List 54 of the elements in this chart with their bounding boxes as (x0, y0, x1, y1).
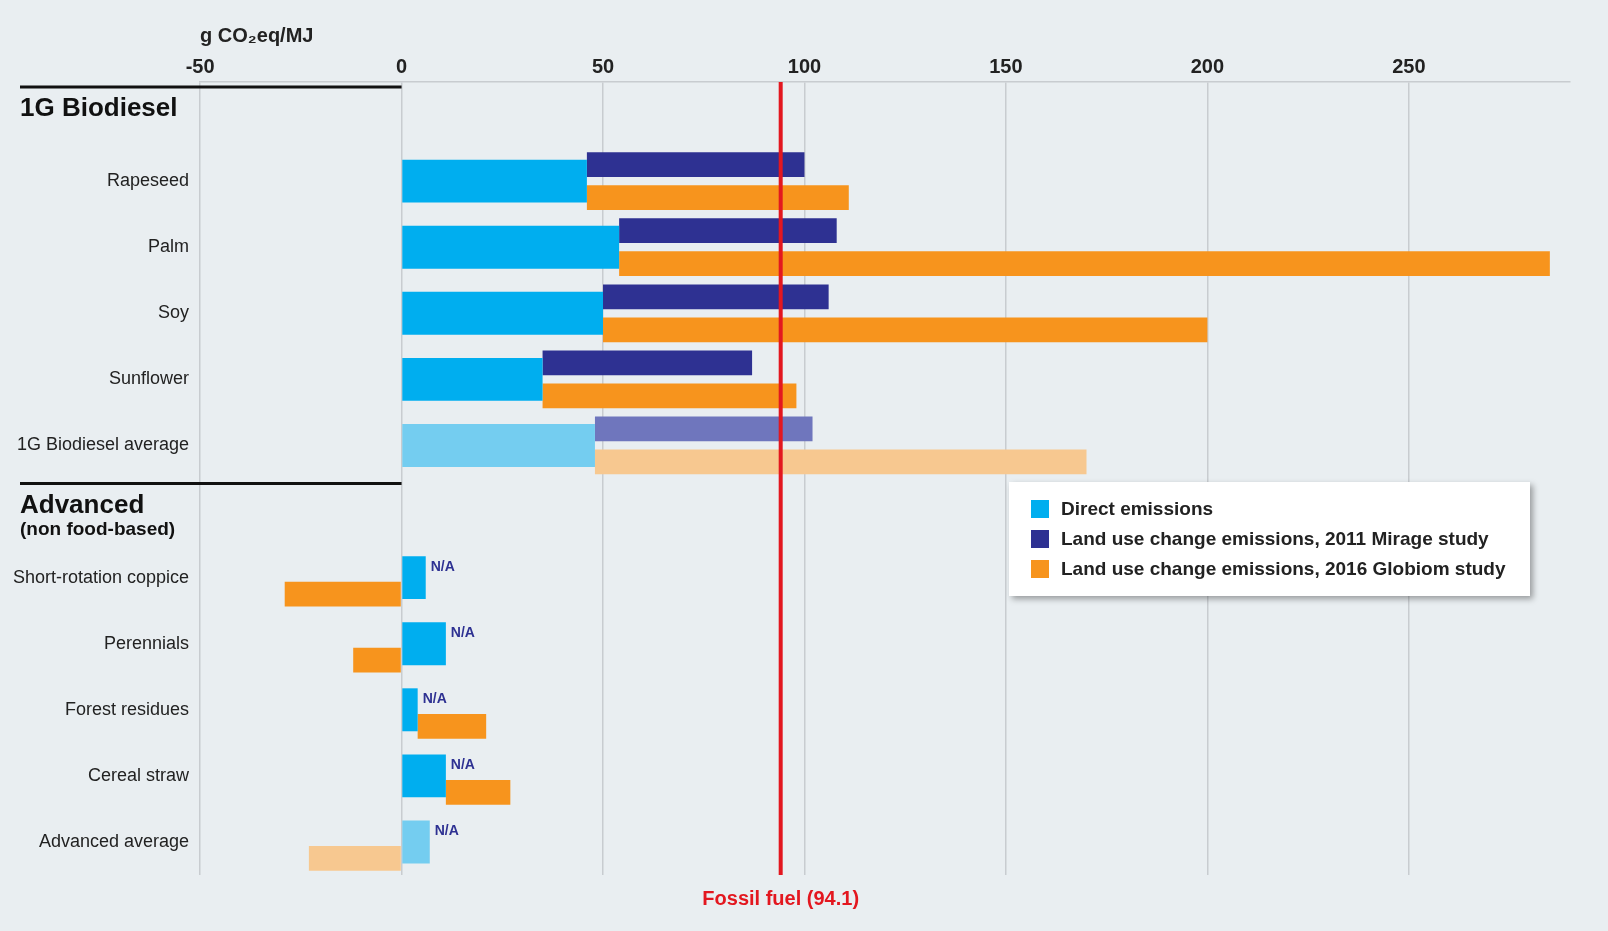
bar (417, 713, 487, 739)
bar (594, 416, 813, 442)
bar (402, 688, 418, 732)
y-tick-label: Perennials (104, 632, 190, 653)
y-tick-label: Advanced average (38, 830, 190, 851)
x-axis-title: g CO₂eq/MJ (200, 23, 314, 46)
x-tick-label: 50 (591, 54, 615, 77)
bar (445, 780, 511, 805)
x-tick-label: -50 (185, 54, 215, 77)
bar (542, 350, 753, 376)
text: Advanced (non food-based) (20, 488, 176, 539)
legend-label: Land use change emissions, 2016 Globiom study (1061, 557, 1506, 580)
bar (402, 556, 426, 600)
bar (308, 846, 401, 871)
x-tick-label: 200 (1190, 54, 1225, 77)
text: N/A (430, 557, 455, 574)
bar (402, 291, 604, 335)
y-tick-label: 1G Biodiesel average (16, 434, 190, 455)
text: N/A (422, 689, 447, 706)
bar (353, 647, 401, 673)
legend-label: Direct emissions (1061, 497, 1214, 520)
y-tick-label: Sunflower (109, 368, 190, 389)
bar (402, 754, 446, 798)
y-tick-label: Short-rotation coppice (12, 566, 190, 587)
x-tick-label: 250 (1392, 54, 1426, 77)
bar (619, 218, 837, 244)
y-tick-label: Cereal straw (88, 764, 191, 785)
bar (402, 820, 430, 864)
text: N/A (450, 623, 475, 640)
ref-line-label: Fossil fuel (94.1) (702, 886, 860, 909)
bar (402, 423, 595, 467)
bar (284, 581, 401, 607)
text: N/A (434, 822, 459, 839)
bar (603, 284, 829, 310)
bar (402, 159, 587, 203)
bar (402, 357, 543, 401)
bar (402, 622, 446, 666)
bar (603, 317, 1208, 343)
x-tick-label: 100 (787, 54, 822, 77)
bar (619, 251, 1550, 277)
bar (586, 185, 849, 211)
text: 1G Biodiesel (20, 92, 178, 123)
y-tick-label: Rapeseed (107, 170, 190, 191)
y-tick-label: Forest residues (65, 698, 190, 719)
text: N/A (450, 756, 475, 772)
bar (402, 225, 620, 269)
x-tick-label: 0 (395, 54, 408, 77)
y-tick-label: Soy (158, 302, 190, 323)
y-tick-label: Palm (148, 236, 190, 257)
legend-label: Land use change emissions, 2011 Mirage study (1061, 527, 1489, 550)
bar (594, 449, 1087, 475)
bar (586, 152, 805, 177)
bar (542, 383, 797, 409)
x-tick-label: 150 (989, 54, 1023, 77)
